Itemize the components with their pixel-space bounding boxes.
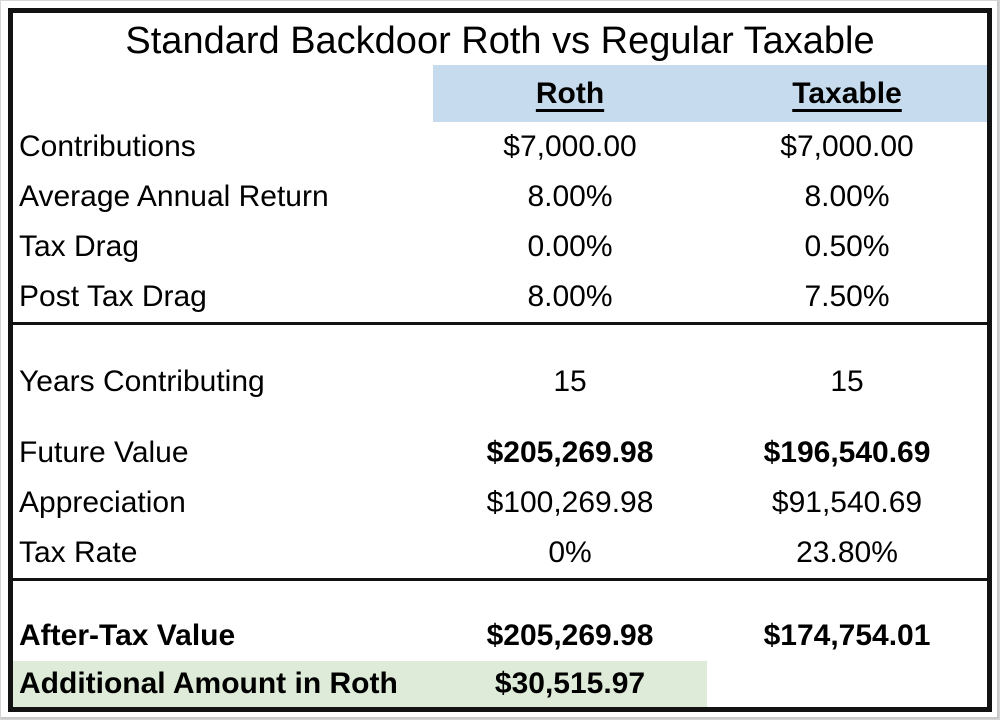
taxable-value: $91,540.69	[771, 486, 923, 519]
column-header-roth: Roth	[433, 65, 707, 122]
taxable-value: 8.00%	[804, 180, 890, 213]
section-divider-top	[13, 322, 987, 325]
table-title: Standard Backdoor Roth vs Regular Taxabl…	[125, 20, 875, 62]
taxable-value: 15	[830, 365, 864, 398]
roth-value: $205,269.98	[486, 619, 654, 652]
row-tax-rate: Tax Rate 0% 23.80%	[13, 528, 987, 578]
header-row: Roth Taxable	[13, 65, 987, 122]
row-label: Years Contributing	[19, 365, 265, 398]
roth-value: 15	[553, 365, 587, 398]
roth-value: 0%	[548, 536, 592, 569]
row-average-annual-return: Average Annual Return 8.00% 8.00%	[13, 172, 987, 222]
row-appreciation: Appreciation $100,269.98 $91,540.69	[13, 478, 987, 528]
roth-value: $100,269.98	[486, 486, 654, 519]
row-label: Tax Rate	[19, 536, 138, 569]
row-label: After-Tax Value	[19, 619, 236, 652]
row-tax-drag: Tax Drag 0.00% 0.50%	[13, 222, 987, 272]
row-label: Additional Amount in Roth	[13, 661, 433, 707]
column-header-roth-label: Roth	[535, 76, 605, 110]
roth-value: 8.00%	[527, 180, 613, 213]
comparison-table: Standard Backdoor Roth vs Regular Taxabl…	[8, 8, 992, 712]
row-contributions: Contributions $7,000.00 $7,000.00	[13, 122, 987, 172]
section-divider-bottom	[13, 578, 987, 581]
row-label: Future Value	[19, 436, 189, 469]
row-label: Appreciation	[19, 486, 186, 519]
row-label: Average Annual Return	[19, 180, 329, 213]
row-label: Tax Drag	[19, 230, 140, 263]
taxable-value: 23.80%	[796, 536, 898, 569]
taxable-value: $7,000.00	[780, 130, 914, 163]
column-header-taxable: Taxable	[707, 65, 987, 122]
roth-value: 0.00%	[527, 230, 613, 263]
row-post-tax-drag: Post Tax Drag 8.00% 7.50%	[13, 272, 987, 322]
row-future-value: Future Value $205,269.98 $196,540.69	[13, 428, 987, 478]
roth-value: 8.00%	[527, 280, 613, 313]
row-after-tax-value: After-Tax Value $205,269.98 $174,754.01	[13, 611, 987, 661]
row-label: Contributions	[19, 130, 196, 163]
taxable-value: 0.50%	[804, 230, 890, 263]
roth-value: $7,000.00	[503, 130, 637, 163]
section-spacer	[13, 581, 987, 611]
section-spacer	[13, 325, 987, 357]
row-additional-amount-in-roth: Additional Amount in Roth $30,515.97	[13, 661, 987, 707]
row-label: Post Tax Drag	[19, 280, 207, 313]
taxable-value	[707, 661, 987, 707]
taxable-value: $196,540.69	[763, 436, 931, 469]
column-header-taxable-label: Taxable	[792, 76, 902, 110]
taxable-value: 7.50%	[804, 280, 890, 313]
header-spacer	[13, 65, 433, 122]
taxable-value: $174,754.01	[763, 619, 931, 652]
roth-value: $205,269.98	[486, 436, 654, 469]
section-spacer	[13, 407, 987, 428]
roth-value: $30,515.97	[433, 661, 707, 707]
row-years-contributing: Years Contributing 15 15	[13, 357, 987, 407]
